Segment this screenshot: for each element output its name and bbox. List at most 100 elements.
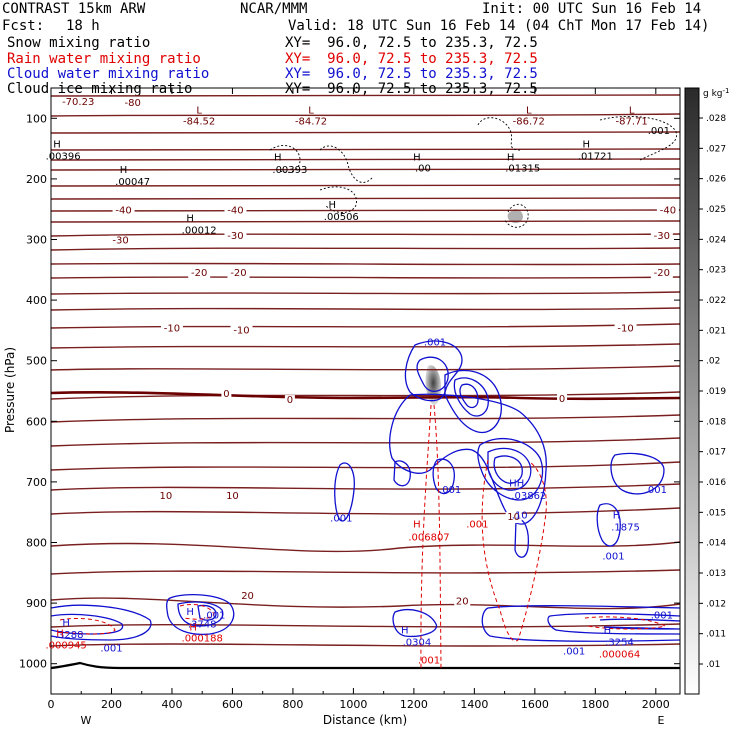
field-cloudice-xy: XY= 96.0, 72.5 to 235.3, 72.5 [285, 81, 538, 97]
temperature-label-backdrop [160, 323, 183, 335]
temperature-contour-line [51, 569, 680, 575]
cloud-water-contour [389, 393, 547, 525]
colorbar [684, 87, 700, 695]
cloud-water-label: .001 [563, 647, 585, 658]
temperature-label-backdrop [157, 490, 174, 502]
temperature-contour-label: -40 [115, 205, 131, 216]
x-tick-label: 0 [48, 698, 55, 711]
temperature-contour-line [51, 507, 680, 515]
cloud-water-label: .001 [203, 610, 225, 621]
cloud-water-label: .3288 [55, 630, 84, 641]
snow-mixing-label: .00506 [324, 212, 359, 223]
colorbar-tick-label: .017 [706, 448, 726, 458]
snow-mixing-contour [504, 203, 529, 228]
x-tick-label: 800 [282, 698, 303, 711]
colorbar-tick-label: .016 [706, 478, 726, 488]
rain-mixing-contour [420, 404, 432, 669]
temperature-contour-line [51, 307, 680, 311]
x-tick-label: 1000 [339, 698, 367, 711]
temperature-label-backdrop [109, 235, 132, 247]
rain-mixing-label: H [56, 628, 64, 639]
low-value-label: -87.71 [615, 116, 647, 127]
temperature-contour-label: -80 [124, 98, 140, 109]
temperature-contour-label: 0 [223, 389, 229, 400]
temperature-contour-label: -30 [112, 236, 128, 247]
temperature-contour-label: 0 [287, 395, 293, 406]
cloud-water-contour [177, 601, 224, 627]
colorbar-tick-label: .025 [706, 205, 726, 215]
temperature-contour-label: -30 [227, 231, 243, 242]
temperature-contour-line [51, 148, 680, 151]
y-tick-label: 100 [26, 112, 47, 125]
temperature-label-backdrop [650, 267, 673, 279]
y-tick-label: 400 [26, 294, 47, 307]
temperature-contour-line [51, 113, 680, 117]
temperature-contour-label: -10 [233, 325, 249, 336]
rain-mixing-label: .001 [466, 519, 488, 530]
cloud-water-label: H [604, 625, 612, 636]
temperature-label-backdrop [650, 230, 673, 242]
temperature-contour-line [51, 247, 680, 251]
cloud-water-contour [547, 613, 680, 635]
temperature-label-backdrop [224, 490, 241, 502]
temperature-contour-line [51, 597, 680, 610]
rain-mixing-label: .000945 [45, 641, 86, 652]
temperature-label-backdrop [505, 512, 522, 524]
temperature-contour-label: -30 [654, 231, 670, 242]
colorbar-tick-label: .028 [706, 114, 726, 124]
cloud-water-contour [197, 604, 217, 621]
cloud-water-label: H [401, 625, 409, 636]
snow-mixing-contour [319, 186, 357, 213]
temperature-contour-line [51, 643, 680, 647]
low-marker: L [629, 105, 635, 116]
temperature-contour-line [51, 220, 680, 223]
low-marker: L [196, 105, 202, 116]
x-axis-label: Distance (km) [323, 713, 407, 727]
cloud-water-label: .001 [645, 485, 667, 496]
temperature-contour-line [51, 184, 680, 187]
snow-mixing-label: H [507, 153, 515, 164]
temperature-label-backdrop [121, 98, 144, 110]
y-tick-label: 700 [26, 476, 47, 489]
colorbar-tick-label: .01 [706, 660, 720, 670]
temperature-label-backdrop [227, 267, 250, 279]
colorbar-tick-label: .023 [706, 266, 726, 276]
temperature-contour-label: -10 [164, 324, 180, 335]
header-fcst-value: 18 h [66, 18, 100, 34]
colorbar-tick-label: .019 [706, 387, 726, 397]
temperature-label-backdrop [224, 230, 247, 242]
y-tick-label: 900 [26, 597, 47, 610]
colorbar-unit-exponent: -1 [723, 87, 730, 95]
x-tick-label: 1400 [460, 698, 488, 711]
temperature-contour-line [51, 365, 680, 371]
cloud-water-contour [477, 437, 544, 501]
colorbar-tick-label: .02 [706, 357, 720, 367]
rain-mixing-contour [179, 603, 215, 620]
snow-mixing-contour [269, 145, 301, 173]
y-tick-label: 600 [26, 415, 47, 428]
cloud-water-contour [514, 518, 530, 558]
field-cloudwater-xy: XY= 96.0, 72.5 to 235.3, 72.5 [285, 66, 538, 82]
temperature-label-backdrop [58, 96, 99, 108]
colorbar-tick-label: .018 [706, 417, 726, 427]
cloud-water-label: .10 [512, 510, 528, 521]
temperature-contour-label: 20 [241, 591, 254, 602]
cloud-water-label: .3748 [188, 619, 217, 630]
rain-mixing-label: .000064 [599, 650, 640, 661]
header-model: CONTRAST 15km ARW [2, 1, 146, 17]
snow-mixing-label: .00012 [182, 225, 217, 236]
snow-mixing-contour [599, 115, 677, 161]
colorbar-tick-label: .012 [706, 599, 726, 609]
field-rain-name: Rain water mixing ratio [7, 51, 201, 67]
temperature-contour-line [51, 541, 680, 553]
colorbar-tick-label: .022 [706, 296, 726, 306]
west-label: W [81, 714, 92, 727]
temperature-contour-line [51, 461, 680, 471]
cloud-water-contour [481, 605, 680, 642]
cloud-water-contour [334, 462, 355, 522]
snow-mixing-label: .001 [648, 126, 670, 137]
cloud-water-contour [487, 447, 532, 491]
temperature-contour-line [51, 291, 680, 295]
cloud-water-label: HH [509, 479, 524, 490]
header-center: NCAR/MMM [240, 1, 308, 17]
